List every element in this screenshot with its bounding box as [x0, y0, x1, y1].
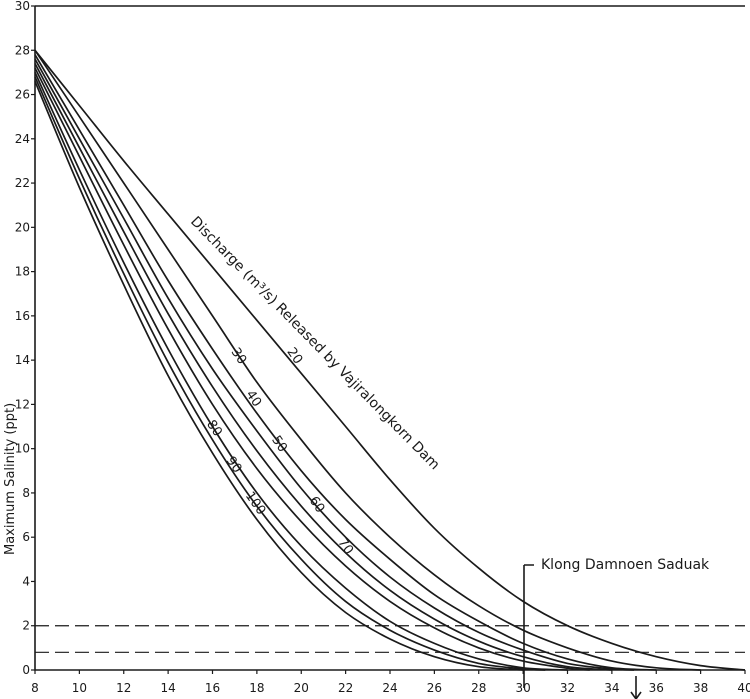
y-tick-label: 0: [22, 663, 30, 677]
discharge-annotation-title: Discharge (m³/s) Released by Vajiralongk…: [187, 214, 443, 474]
y-tick-label: 2: [22, 619, 30, 633]
x-tick-label: 26: [427, 681, 442, 695]
y-tick-label: 30: [15, 0, 30, 13]
y-tick-label: 22: [15, 176, 30, 190]
x-tick-label: 30: [515, 681, 530, 695]
x-tick-label: 22: [338, 681, 353, 695]
discharge-curve-50: [34, 58, 635, 671]
y-tick-label: 14: [15, 353, 30, 367]
discharge-curve-40: [34, 54, 657, 671]
klong-damnoen-saduak-pointer: [523, 564, 534, 688]
y-tick-label: 12: [15, 397, 30, 411]
x-tick-label: 8: [31, 681, 39, 695]
discharge-curve-70: [34, 67, 590, 671]
discharge-curve-80: [34, 72, 568, 671]
y-tick-label: 18: [15, 265, 30, 279]
discharge-curves: [34, 49, 746, 671]
y-tick-label: 28: [15, 43, 30, 57]
y-tick-label: 16: [15, 309, 30, 323]
x-tick-label: 14: [160, 681, 175, 695]
x-tick-label: 36: [649, 681, 664, 695]
discharge-curve-90: [34, 76, 546, 671]
klong-damnoen-saduak-label: Klong Damnoen Saduak: [541, 557, 710, 573]
discharge-curve-100: [34, 80, 524, 671]
x-tick-label: 38: [693, 681, 708, 695]
y-tick-label: 26: [15, 88, 30, 102]
y-tick-label: 10: [15, 442, 30, 456]
discharge-curve-20: [34, 49, 746, 671]
down-arrow: [630, 676, 642, 699]
y-tick-label: 8: [22, 486, 30, 500]
y-axis-label-group: Maximum Salinity (ppt): [3, 403, 18, 555]
y-tick-label: 20: [15, 220, 30, 234]
x-tick-label: 10: [72, 681, 87, 695]
x-tick-label: 20: [294, 681, 309, 695]
discharge-curve-30: [34, 49, 701, 671]
curve-label-90: 90: [223, 454, 245, 476]
x-tick-label: 16: [205, 681, 220, 695]
discharge-curve-60: [34, 63, 612, 671]
curve-label-30: 30: [228, 345, 250, 367]
y-axis-label: Maximum Salinity (ppt): [3, 403, 18, 555]
reference-lines: [35, 625, 745, 653]
y-tick-label: 4: [22, 574, 30, 588]
x-tick-label: 28: [471, 681, 486, 695]
y-tick-label: 6: [22, 530, 30, 544]
x-tick-label: 34: [604, 681, 619, 695]
x-tick-label: 12: [116, 681, 131, 695]
x-tick-label: 24: [382, 681, 397, 695]
x-tick-label: 40: [737, 681, 750, 695]
curve-label-20: 20: [283, 345, 305, 367]
curve-label-70: 70: [334, 536, 356, 558]
y-tick-label: 24: [15, 132, 30, 146]
curve-label-80: 80: [203, 417, 225, 439]
x-tick-label: 32: [560, 681, 575, 695]
x-tick-label: 18: [249, 681, 264, 695]
curve-label-40: 40: [242, 388, 264, 410]
